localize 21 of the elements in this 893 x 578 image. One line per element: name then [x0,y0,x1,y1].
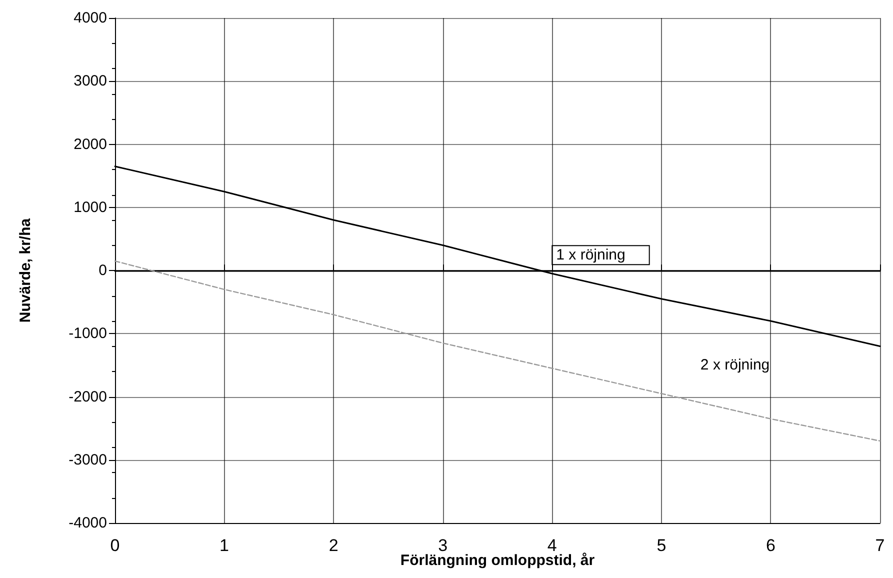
x-tick-label: 1 [220,536,230,555]
x-tick-label: 6 [766,536,776,555]
x-tick-label: 2 [328,536,338,555]
y-tick-label: -3000 [68,451,107,468]
x-tick-label: 0 [110,536,120,555]
y-tick-label: 2000 [74,136,107,153]
y-tick-label: -2000 [68,388,107,406]
x-tick-label: 7 [875,536,885,555]
y-tick-label: -4000 [68,514,107,532]
y-axis-title: Nuvärde, kr/ha [17,218,34,323]
series-label: 1 x röjning [556,246,626,264]
series-label: 2 x röjning [700,356,770,374]
y-tick-label: 1000 [74,198,107,216]
x-tick-label: 4 [547,536,557,555]
y-tick-label: -1000 [68,325,107,342]
x-tick-label: 5 [656,536,666,555]
y-tick-label: 0 [98,262,107,279]
y-tick-label: 4000 [74,10,107,26]
y-tick-label: 3000 [74,72,107,90]
x-tick-label: 3 [438,536,448,555]
x-axis-title: Förlängning omloppstid, år [400,552,595,569]
